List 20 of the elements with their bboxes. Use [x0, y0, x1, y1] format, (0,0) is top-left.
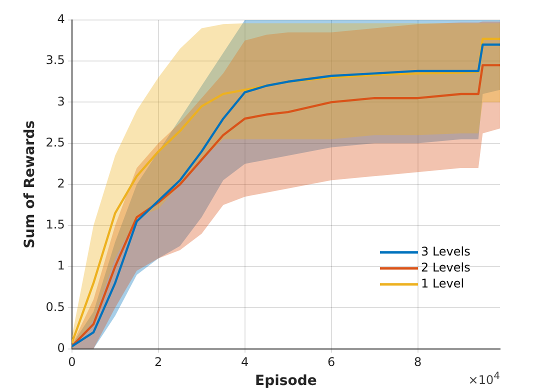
x-tick-label: 0: [68, 355, 76, 370]
y-axis-title: Sum of Rewards: [22, 120, 38, 248]
y-tick-label: 1.5: [46, 218, 65, 232]
legend-label: 1 Level: [421, 276, 464, 291]
x-tick-label: 2: [154, 355, 162, 370]
legend-label: 2 Levels: [421, 260, 470, 275]
x-tick-label: 4: [241, 355, 249, 370]
y-tick-label: 0: [57, 340, 65, 355]
x-tick-label: 6: [328, 355, 336, 370]
y-tick-label: 0.5: [46, 300, 65, 314]
y-tick-label: 2.5: [46, 135, 65, 150]
x-axis-title: Episode: [255, 373, 317, 390]
y-tick-label: 1: [57, 258, 65, 273]
y-tick-label: 4: [57, 12, 65, 26]
y-tick-label: 2: [57, 176, 65, 191]
legend-label: 3 Levels: [421, 244, 470, 259]
y-tick-label: 3.5: [46, 53, 65, 68]
text: ×10$^{4}$: [468, 371, 500, 387]
x-tick-label: 8: [414, 355, 422, 370]
y-tick-label: 3: [57, 94, 65, 108]
